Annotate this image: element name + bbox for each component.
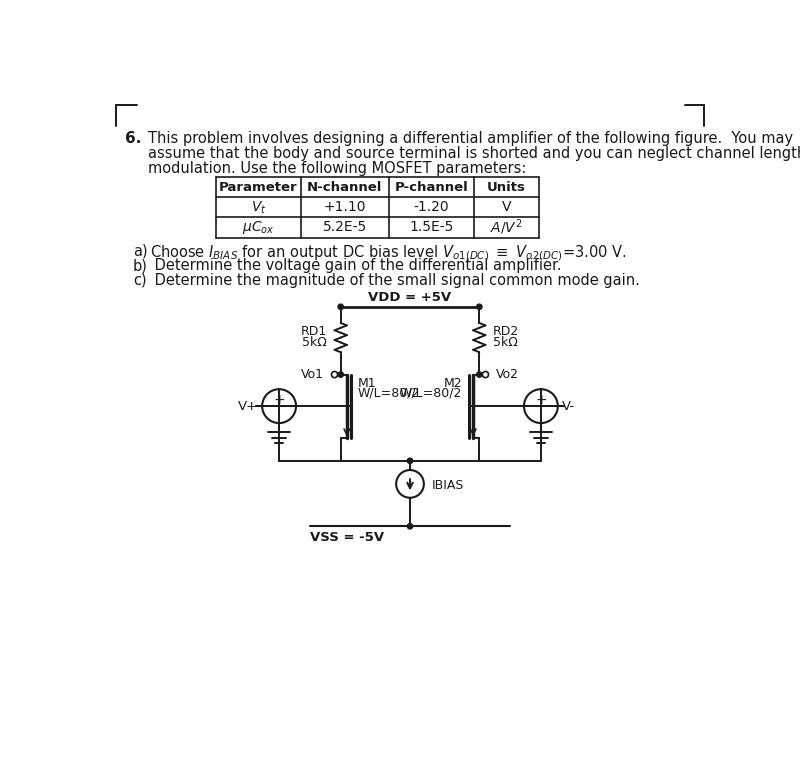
Text: $A/V^2$: $A/V^2$ xyxy=(490,217,523,237)
Text: Units: Units xyxy=(487,181,526,194)
Circle shape xyxy=(477,304,482,309)
Text: V+: V+ xyxy=(238,400,258,413)
Text: Determine the magnitude of the small signal common mode gain.: Determine the magnitude of the small sig… xyxy=(150,273,640,288)
Circle shape xyxy=(407,524,413,529)
Text: -1.20: -1.20 xyxy=(414,201,450,214)
Circle shape xyxy=(338,304,343,309)
Text: +1.10: +1.10 xyxy=(324,201,366,214)
Text: N-channel: N-channel xyxy=(307,181,382,194)
Text: VSS = -5V: VSS = -5V xyxy=(310,530,384,543)
Text: +: + xyxy=(274,393,285,407)
Text: V-: V- xyxy=(562,400,575,413)
Text: 1.5E-5: 1.5E-5 xyxy=(410,220,454,235)
Text: c): c) xyxy=(133,273,146,288)
Circle shape xyxy=(477,372,482,377)
Text: This problem involves designing a differential amplifier of the following figure: This problem involves designing a differ… xyxy=(148,131,794,146)
Text: RD2: RD2 xyxy=(493,325,519,338)
Circle shape xyxy=(407,458,413,464)
Text: M2: M2 xyxy=(444,377,462,391)
Text: Vo2: Vo2 xyxy=(496,368,519,381)
Text: P-channel: P-channel xyxy=(394,181,469,194)
Text: IBIAS: IBIAS xyxy=(431,479,464,492)
Text: Choose $I_{BIAS}$ for an output DC bias level $V_{o1(DC)}$ $\equiv$ $V_{o2(DC)}$: Choose $I_{BIAS}$ for an output DC bias … xyxy=(150,244,626,263)
Text: modulation. Use the following MOSFET parameters:: modulation. Use the following MOSFET par… xyxy=(148,160,526,176)
Text: V: V xyxy=(502,201,511,214)
Text: +: + xyxy=(535,393,546,407)
Text: assume that the body and source terminal is shorted and you can neglect channel : assume that the body and source terminal… xyxy=(148,146,800,161)
Text: 5kΩ: 5kΩ xyxy=(302,337,327,350)
Text: W/L=80/2: W/L=80/2 xyxy=(400,387,462,400)
Text: b): b) xyxy=(133,258,148,274)
Text: W/L=80/2: W/L=80/2 xyxy=(358,387,420,400)
Text: 5kΩ: 5kΩ xyxy=(493,337,518,350)
Text: RD1: RD1 xyxy=(301,325,327,338)
Text: 5.2E-5: 5.2E-5 xyxy=(323,220,367,235)
Text: M1: M1 xyxy=(358,377,376,391)
Text: Vo1: Vo1 xyxy=(301,368,324,381)
Text: $\mu C_{ox}$: $\mu C_{ox}$ xyxy=(242,219,274,236)
Circle shape xyxy=(338,372,343,377)
Text: $V_t$: $V_t$ xyxy=(250,199,266,216)
Text: a): a) xyxy=(133,244,147,258)
Text: VDD = +5V: VDD = +5V xyxy=(369,291,451,304)
Text: Determine the voltage gain of the differential amplifier.: Determine the voltage gain of the differ… xyxy=(150,258,562,274)
Text: Parameter: Parameter xyxy=(219,181,298,194)
Text: 6.: 6. xyxy=(125,131,142,146)
